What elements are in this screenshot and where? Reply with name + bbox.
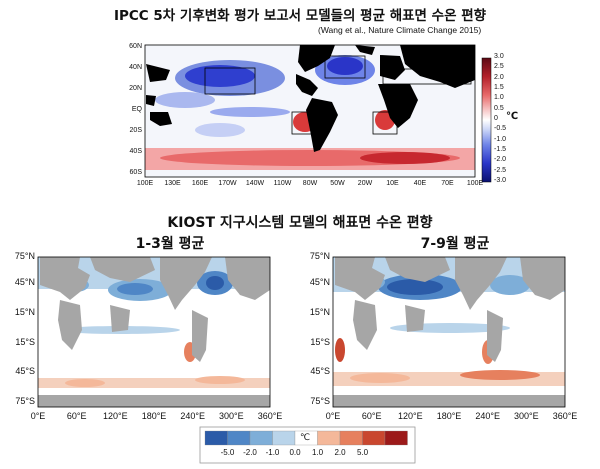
bottom-lon-label: 0°E [30, 411, 46, 421]
bottom-lon-label: 60°E [361, 411, 382, 421]
legend-swatch [204, 430, 228, 446]
legend-tick: -1.0 [265, 448, 280, 457]
legend-swatch [227, 430, 251, 446]
bottom-lon-label: 300°E [219, 411, 244, 421]
top-lat-label: 60N [129, 43, 142, 50]
citation: (Wang et al., Nature Climate Change 2015… [318, 25, 482, 35]
top-lon-label: 130E [164, 180, 181, 187]
bottom-lon-label: 120°E [398, 411, 423, 421]
top-lon-label: 10E [386, 180, 399, 187]
bottom-lat-label: 45°S [15, 366, 35, 376]
bottom-lat-label: 75°N [309, 251, 330, 261]
top-colorbar-tick: -1.0 [494, 135, 507, 143]
top-lon-label: 50W [330, 180, 345, 187]
legend-unit: ℃ [300, 433, 311, 443]
bottom-lon-label: 300°E [514, 411, 539, 421]
bottom-lon-label: 360°E [552, 411, 578, 421]
top-lon-label: 100E [466, 180, 484, 187]
top-colorbar-tick: -1.5 [494, 146, 507, 153]
middle-title: KIOST 지구시스템 모델의 해표면 수온 편향 [167, 215, 433, 231]
top-lon-label: 110W [273, 180, 292, 187]
legend-tick: 0.0 [289, 448, 301, 457]
top-lat-label: 60S [129, 169, 142, 176]
top-colorbar-tick: 3.0 [494, 53, 504, 60]
legend-tick: 2.0 [334, 448, 346, 457]
bottom-lat-label: 15°S [15, 337, 35, 347]
bottom-lat-label: 45°N [309, 277, 330, 287]
top-unit: ℃ [506, 111, 519, 122]
top-colorbar-tick: -2.5 [494, 166, 507, 174]
legend-tick: 5.0 [356, 448, 369, 457]
legend-color-blocks [204, 430, 408, 446]
legend-tick: -2.0 [243, 448, 257, 457]
bottom-lon-label: 360°E [257, 411, 283, 421]
bottom-lat-label: 15°S [310, 337, 330, 347]
bottom-lat-label: 45°S [310, 366, 330, 376]
top-lon-label: 40E [413, 180, 427, 187]
legend-tick: -5.0 [220, 448, 235, 457]
bottom-lat-label: 45°N [14, 277, 35, 287]
jas-panel-title: 7-9월 평균 [420, 236, 490, 252]
top-colorbar-tick: -2.0 [494, 156, 507, 164]
top-colorbar-tick: 1.5 [494, 84, 504, 91]
legend-swatch [362, 430, 386, 446]
bottom-lat-label: 15°N [14, 307, 35, 317]
top-colorbar-tick: -0.5 [494, 125, 507, 133]
top-lon-label: 160E [191, 180, 209, 187]
top-map-field [145, 45, 475, 177]
top-colorbar-tick: 1.0 [494, 94, 504, 102]
top-colorbar-tick: 2.0 [494, 73, 504, 81]
top-lat-label: EQ [131, 106, 142, 113]
top-colorbar-tick: 0.5 [494, 104, 504, 112]
top-lat-label: 40S [129, 148, 142, 155]
top-lon-label: 80W [302, 180, 318, 187]
top-lat-label: 20N [129, 85, 142, 92]
bottom-lon-label: 180°E [436, 411, 462, 421]
bottom-lon-label: 60°E [66, 411, 87, 421]
jfm-bias-map [38, 257, 270, 407]
legend-swatch [272, 430, 296, 446]
legend-swatch [249, 430, 273, 446]
top-lat-label: 40N [129, 64, 142, 71]
legend-tick: 1.0 [311, 448, 324, 457]
bottom-lat-label: 75°S [310, 396, 330, 406]
top-colorbar [481, 57, 492, 183]
legend-swatch [339, 430, 363, 446]
legend-swatch [384, 430, 408, 446]
top-lon-label: 170W [218, 180, 237, 187]
bottom-lon-label: 0°E [325, 411, 341, 421]
top-colorbar-tick: 2.5 [494, 63, 504, 71]
bottom-lat-label: 75°N [14, 251, 35, 261]
top-lon-label: 20W [357, 180, 373, 187]
top-lon-label: 140W [245, 180, 265, 187]
legend-swatch [317, 430, 341, 446]
bottom-lon-label: 240°E [475, 411, 500, 421]
jas-bias-map [333, 257, 565, 407]
bottom-lat-label: 75°S [15, 396, 35, 406]
top-map-title: IPCC 5차 기후변화 평가 보고서 모델들의 평균 해표면 수온 편향 [113, 8, 487, 24]
top-lon-label: 100E [136, 180, 154, 187]
top-lat-label: 20S [129, 127, 142, 134]
top-colorbar-tick: 0 [494, 115, 498, 122]
bottom-lon-label: 180°E [141, 411, 167, 421]
top-lon-label: 70E [441, 180, 454, 187]
bottom-lon-label: 240°E [180, 411, 205, 421]
bottom-lon-label: 120°E [103, 411, 128, 421]
jfm-panel-title: 1-3월 평균 [135, 236, 205, 252]
top-colorbar-tick: -3.0 [494, 177, 507, 184]
bottom-lat-label: 15°N [309, 307, 330, 317]
